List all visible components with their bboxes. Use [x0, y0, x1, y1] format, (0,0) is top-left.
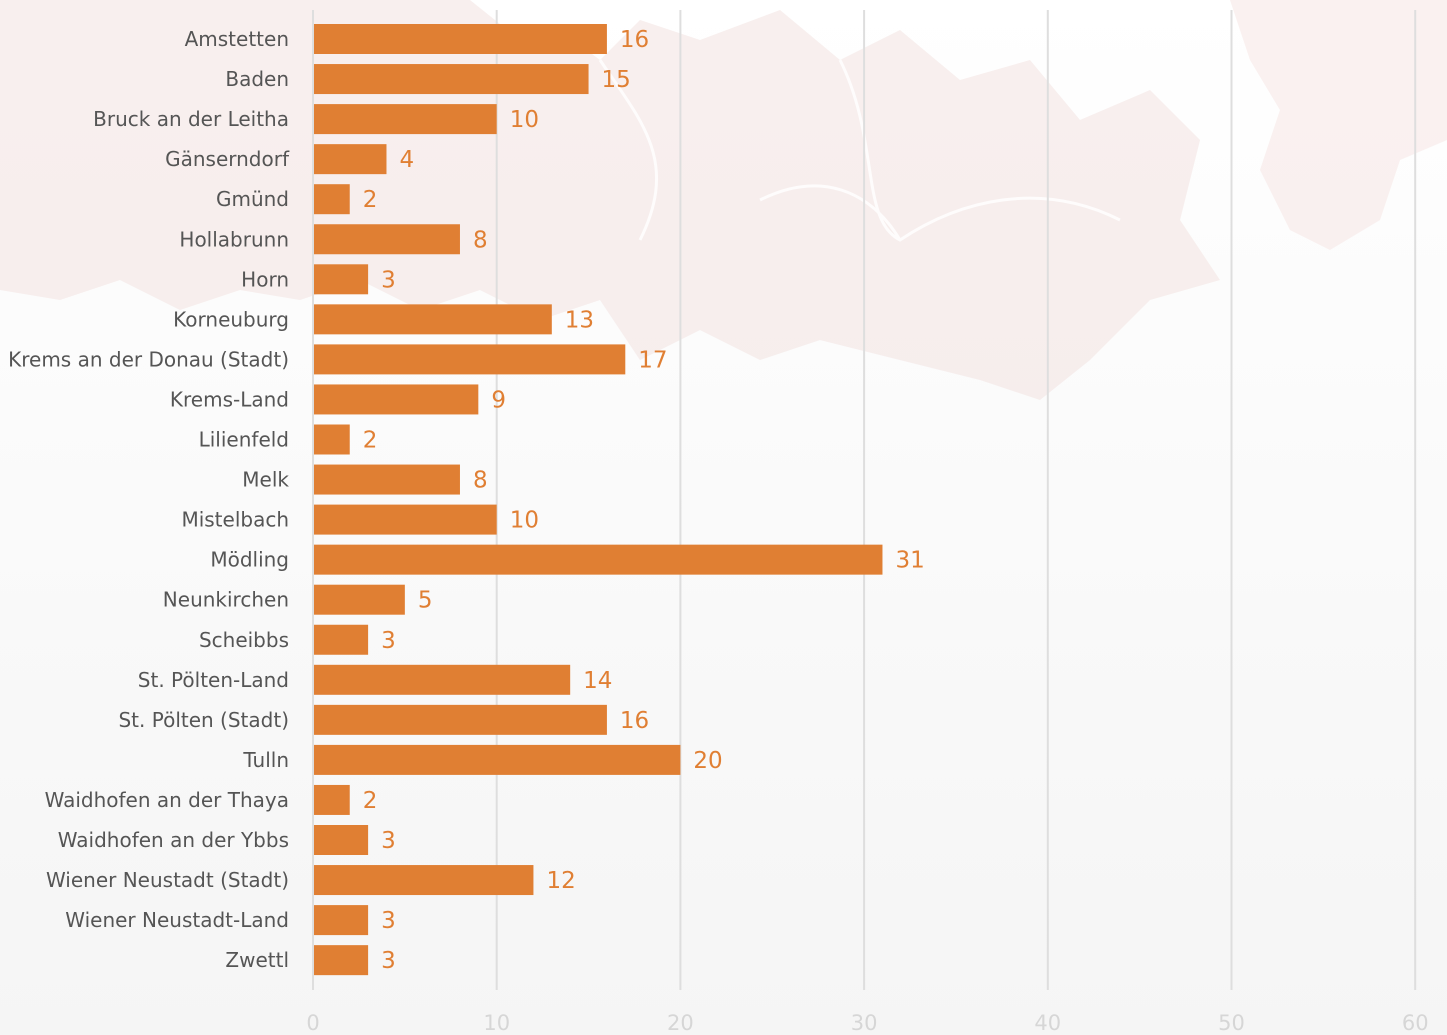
x-tick-label: 50 — [1218, 1011, 1245, 1035]
category-label: Tulln — [242, 748, 289, 772]
value-label: 10 — [510, 107, 539, 133]
category-label: Gänserndorf — [165, 147, 290, 171]
category-labels: Amstetten Baden Bruck an der Leitha Gänsern… — [8, 27, 290, 972]
category-label: St. Pölten-Land — [138, 668, 289, 692]
category-label: Bruck an der Leitha — [93, 107, 289, 131]
value-label: 13 — [565, 307, 594, 333]
value-label: 8 — [473, 227, 488, 253]
value-label: 8 — [473, 468, 488, 494]
bar — [314, 64, 589, 95]
value-label: 20 — [693, 748, 722, 774]
category-label: Wiener Neustadt-Land — [65, 908, 289, 932]
category-label: Zwettl — [225, 948, 289, 972]
bar — [314, 664, 571, 695]
category-label: Mödling — [210, 548, 289, 572]
bar — [314, 584, 405, 615]
background-map — [0, 0, 1447, 400]
value-label: 31 — [895, 548, 924, 574]
bar — [314, 344, 626, 375]
map-region-shape — [0, 0, 1220, 400]
bar — [314, 945, 369, 976]
value-label: 16 — [620, 27, 649, 53]
category-label: Hollabrunn — [179, 227, 289, 251]
category-label: Gmünd — [216, 187, 289, 211]
category-label: Lilienfeld — [199, 428, 289, 452]
bar — [314, 784, 350, 815]
x-tick-label: 0 — [306, 1011, 319, 1035]
bar — [314, 384, 479, 415]
value-label: 4 — [399, 147, 414, 173]
value-label: 9 — [491, 387, 506, 413]
bar — [314, 424, 350, 455]
category-label: Wiener Neustadt (Stadt) — [46, 868, 289, 892]
category-label: Horn — [241, 267, 289, 291]
bar — [314, 224, 460, 255]
value-label: 2 — [363, 788, 378, 814]
category-label: Baden — [225, 67, 289, 91]
category-label: Mistelbach — [181, 508, 289, 532]
category-label: Amstetten — [185, 27, 289, 51]
x-tick-label: 10 — [483, 1011, 510, 1035]
category-label: Scheibbs — [199, 628, 289, 652]
category-label: Krems an der Donau (Stadt) — [8, 347, 289, 371]
bar — [314, 24, 607, 54]
value-label: 3 — [381, 267, 396, 293]
bar — [314, 304, 552, 335]
bar — [314, 704, 607, 735]
category-label: St. Pölten (Stadt) — [118, 708, 289, 732]
value-label: 3 — [381, 628, 396, 654]
bar — [314, 624, 369, 655]
bar — [314, 865, 534, 896]
value-label: 5 — [418, 588, 433, 614]
value-label: 3 — [381, 828, 396, 854]
value-label: 10 — [510, 508, 539, 534]
bar — [314, 744, 681, 775]
category-label: Krems-Land — [170, 387, 289, 411]
bar — [314, 104, 497, 135]
bar — [314, 825, 369, 855]
bar — [314, 264, 369, 295]
value-label: 16 — [620, 708, 649, 734]
bar — [314, 184, 350, 215]
value-label: 3 — [381, 908, 396, 934]
bars — [314, 24, 883, 976]
value-label: 17 — [638, 347, 667, 373]
bar — [314, 464, 460, 495]
category-label: Neunkirchen — [163, 588, 289, 612]
bar — [314, 144, 387, 175]
value-label: 15 — [602, 67, 631, 93]
category-label: Melk — [242, 468, 289, 492]
value-label: 3 — [381, 948, 396, 974]
bar — [314, 504, 497, 535]
grid-lines — [312, 10, 1417, 990]
value-label: 2 — [363, 428, 378, 454]
value-label: 14 — [583, 668, 612, 694]
bar — [314, 905, 369, 936]
x-tick-label: 60 — [1402, 1011, 1429, 1035]
x-tick-label: 30 — [851, 1011, 878, 1035]
category-label: Korneuburg — [173, 307, 289, 331]
value-label: 2 — [363, 187, 378, 213]
x-tick-label: 20 — [667, 1011, 694, 1035]
map-region-shape — [1230, 0, 1447, 250]
value-label: 12 — [546, 868, 575, 894]
category-label: Waidhofen an der Thaya — [45, 788, 289, 812]
x-tick-label: 40 — [1034, 1011, 1061, 1035]
x-axis-tick-labels: 0 10 20 30 40 50 60 — [306, 1011, 1428, 1035]
category-label: Waidhofen an der Ybbs — [58, 828, 289, 852]
bar — [314, 544, 883, 575]
